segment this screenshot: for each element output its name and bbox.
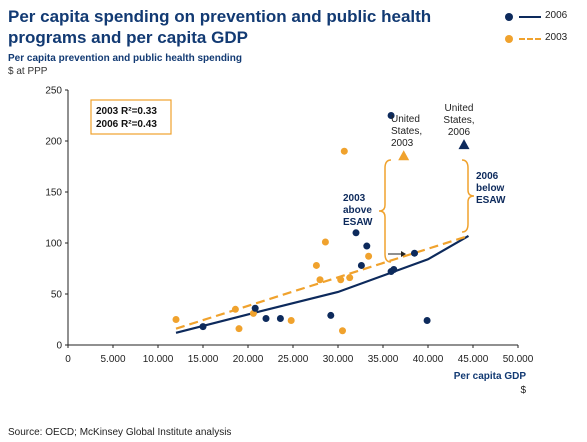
legend-label-2006: 2006 [545, 10, 568, 21]
chart-title: Per capita spending on prevention and pu… [8, 7, 432, 47]
x-tick-label: 30.000 [323, 354, 354, 365]
trend-line-2003 [175, 234, 469, 330]
data-point-2006 [363, 242, 371, 250]
legend-marker-2003 [505, 35, 513, 43]
legend-marker-2006 [505, 13, 513, 21]
legend-item-2003: 2003 [505, 32, 585, 54]
x-tick-label: 5.000 [100, 354, 125, 365]
data-point-2006 [251, 304, 259, 312]
data-point-2003 [287, 317, 295, 325]
data-point-2003 [231, 305, 239, 313]
x-tick-label: 0 [65, 354, 71, 365]
y-tick-label: 250 [45, 86, 62, 97]
data-point-2006 [262, 314, 270, 322]
data-point-2006 [276, 314, 284, 322]
data-point-2006 [390, 266, 398, 274]
data-point-2003 [312, 261, 320, 269]
legend-item-2006: 2006 [505, 10, 585, 32]
legend-line-2003 [519, 38, 541, 40]
annotation-2006-below: 2006 [476, 171, 499, 182]
data-point-2003 [346, 274, 354, 282]
data-point-2006 [423, 317, 431, 325]
r2-label: 2006 R²=0.43 [96, 119, 157, 130]
annotation-2006-below: ESAW [476, 195, 506, 206]
r2-label: 2003 R²=0.33 [96, 106, 157, 117]
data-point-2003 [337, 276, 345, 284]
data-point-2003 [339, 327, 346, 335]
highlight-label-us-2006: United [445, 103, 474, 114]
highlight-label-us-2003: United [391, 114, 420, 125]
source-note: Source: OECD; McKinsey Global Institute … [8, 427, 232, 438]
y-axis-title: Per capita prevention and public health … [8, 53, 242, 64]
data-point-2006 [387, 112, 395, 119]
annotation-2003-above: above [343, 205, 372, 216]
brace-2003-above [378, 159, 392, 263]
x-axis-title: Per capita GDP [454, 371, 527, 382]
data-point-2006 [411, 249, 418, 257]
data-point-2003 [235, 325, 243, 333]
highlight-label-us-2006: States, [443, 115, 474, 126]
x-tick-label: 25.000 [278, 354, 309, 365]
x-tick-label: 50.000 [503, 354, 534, 365]
y-tick-label: 200 [45, 137, 62, 148]
x-axis-unit: $ [520, 385, 526, 396]
data-point-2003 [172, 316, 180, 323]
data-point-2006 [327, 311, 335, 319]
data-point-2006 [357, 261, 365, 269]
y-axis-unit: $ at PPP [8, 66, 48, 77]
annotation-arrowhead [401, 251, 406, 257]
y-tick-label: 150 [45, 188, 62, 199]
legend: 2006 2003 [505, 10, 585, 54]
x-tick-label: 40.000 [413, 354, 444, 365]
trend-line-2006 [175, 234, 470, 334]
y-tick-label: 100 [45, 239, 62, 250]
legend-label-2003: 2003 [545, 32, 568, 43]
x-tick-label: 10.000 [143, 354, 174, 365]
x-tick-label: 45.000 [458, 354, 489, 365]
annotation-2003-above: 2003 [343, 193, 366, 204]
y-tick-label: 0 [56, 341, 62, 352]
highlight-label-us-2003: 2003 [391, 138, 414, 149]
highlight-label-us-2006: 2006 [448, 127, 471, 138]
data-point-2003 [316, 276, 324, 284]
annotation-2003-above: ESAW [343, 217, 373, 228]
data-point-2006 [352, 229, 360, 237]
data-point-2006 [199, 323, 207, 331]
x-tick-label: 35.000 [368, 354, 399, 365]
y-tick-label: 50 [51, 290, 63, 301]
highlight-label-us-2003: States, [391, 126, 422, 137]
data-point-2003 [321, 238, 329, 246]
x-tick-label: 20.000 [233, 354, 264, 365]
brace-2006-below [461, 159, 475, 233]
legend-line-2006 [519, 16, 541, 18]
annotation-2006-below: below [476, 183, 505, 194]
highlight-us-2003 [398, 150, 410, 161]
highlight-us-2006 [458, 139, 470, 150]
data-point-2003 [340, 147, 348, 155]
x-tick-label: 15.000 [188, 354, 219, 365]
r2-box [90, 99, 172, 135]
data-point-2003 [365, 252, 373, 260]
